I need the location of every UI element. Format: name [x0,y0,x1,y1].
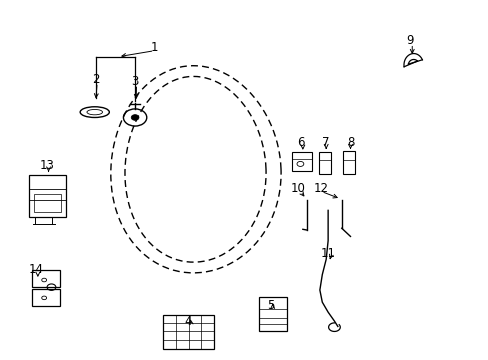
Bar [291,153,311,171]
Bar [259,297,287,331]
Text: 12: 12 [313,183,328,195]
Text: 5: 5 [267,298,274,311]
Text: 13: 13 [40,159,55,172]
Text: 2: 2 [92,73,100,86]
Text: 8: 8 [346,136,353,149]
Text: 4: 4 [184,315,192,328]
Text: 7: 7 [322,136,329,149]
Bar [34,194,61,212]
Text: 10: 10 [290,183,305,195]
Bar [32,289,60,306]
Text: 1: 1 [150,41,158,54]
Text: 6: 6 [296,136,304,149]
Text: 11: 11 [320,247,335,260]
Bar [29,175,66,217]
Bar [318,152,330,174]
Text: 14: 14 [29,263,44,276]
Bar [343,152,354,174]
Text: 3: 3 [131,75,139,88]
Bar [32,270,60,287]
Bar [163,315,213,349]
Text: 9: 9 [405,34,413,47]
Circle shape [131,114,139,120]
